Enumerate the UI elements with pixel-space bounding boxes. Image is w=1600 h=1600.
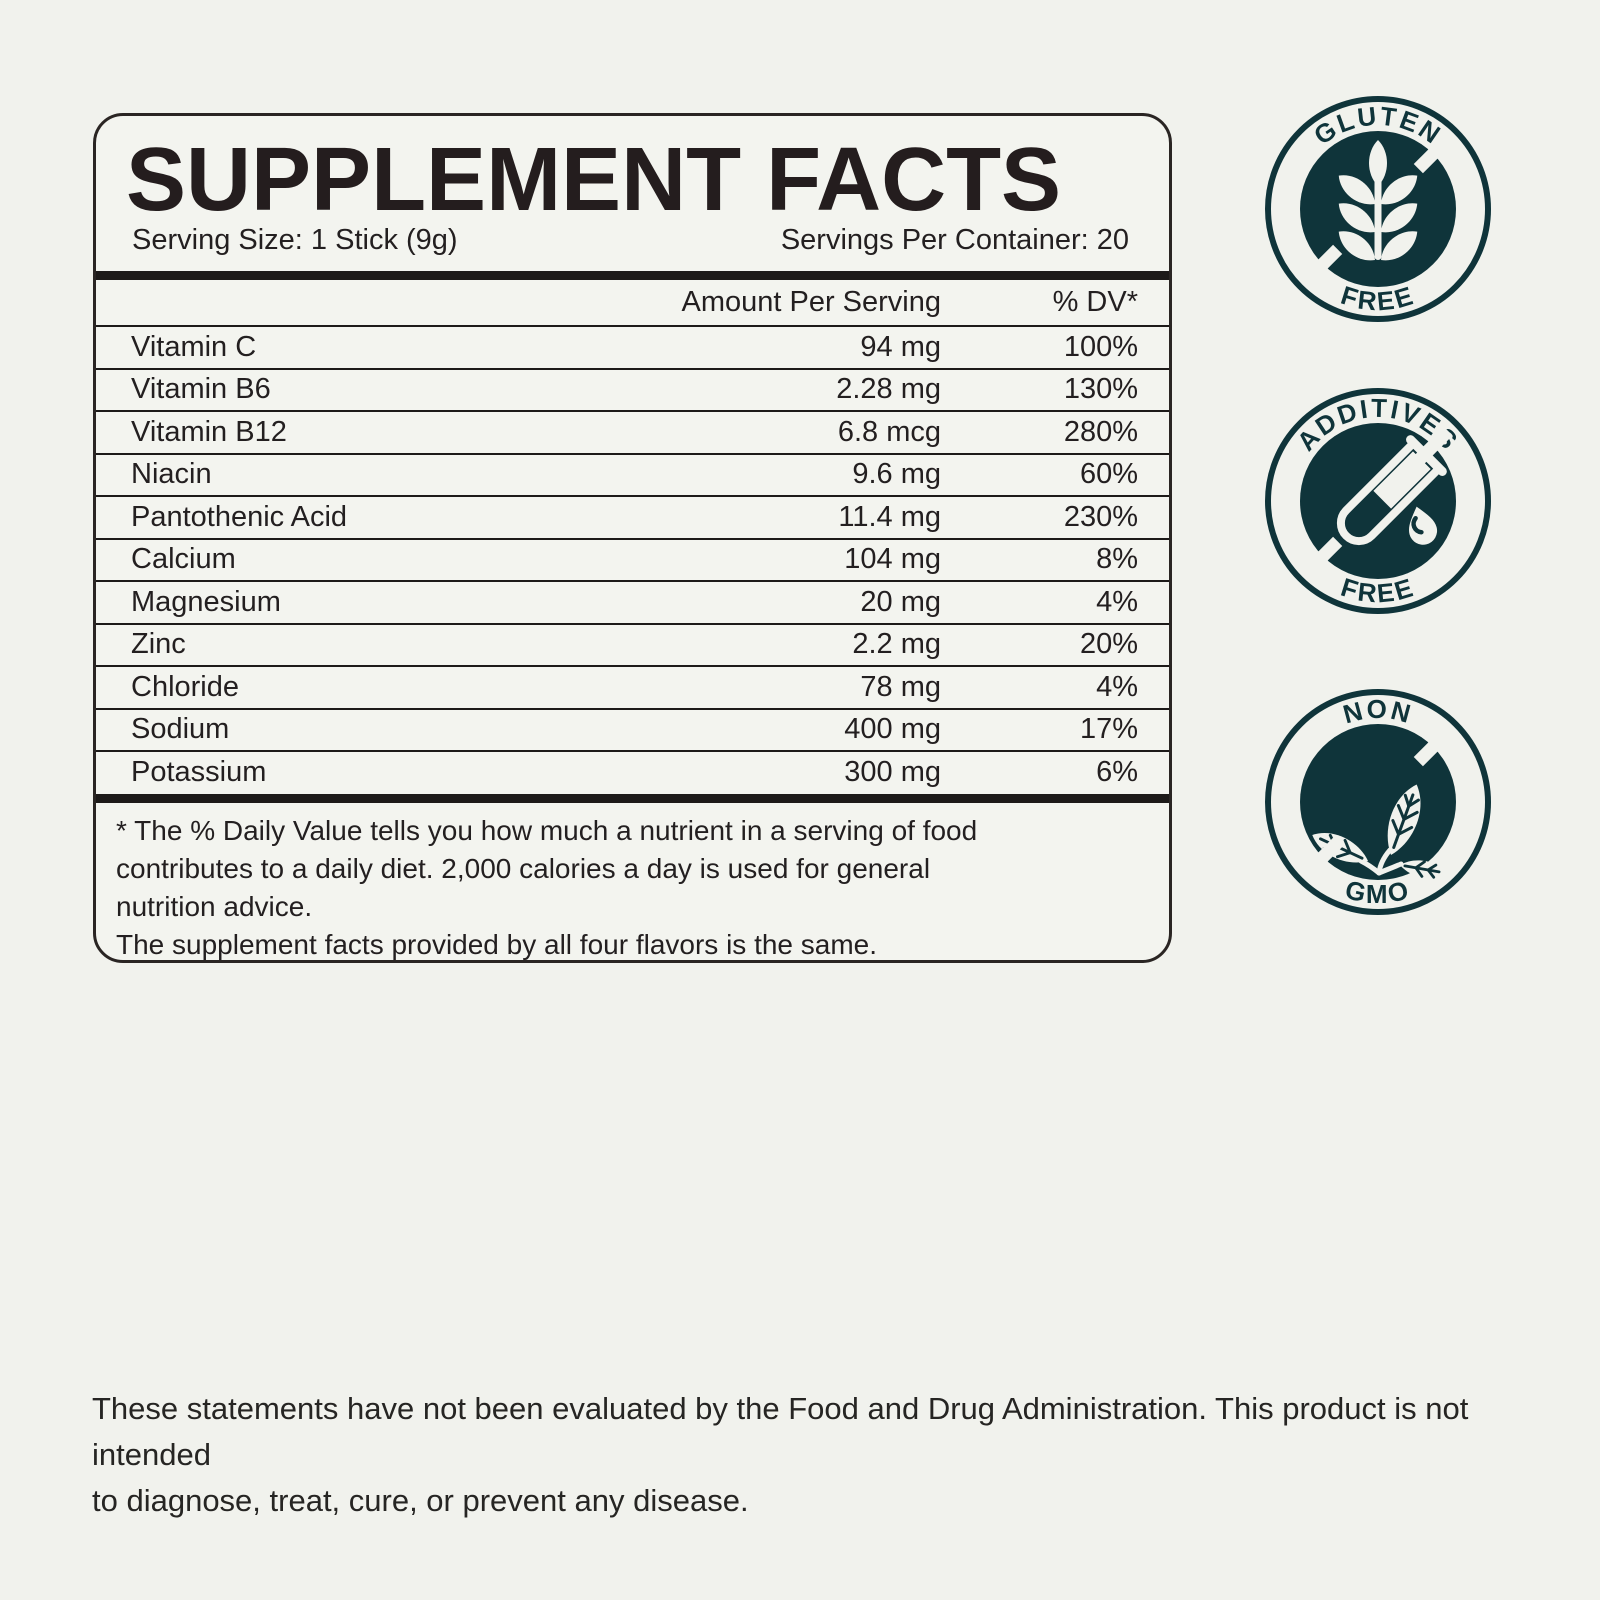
gluten-free-badge: GLUTEN FREE bbox=[1265, 96, 1491, 322]
test-tube-icon bbox=[1336, 435, 1447, 546]
nutrient-dv: 60% bbox=[1079, 458, 1138, 491]
nutrient-amount: 94 mg bbox=[860, 330, 941, 363]
page-title: SUPPLEMENT FACTS bbox=[126, 130, 1062, 230]
table-row: Vitamin C 94 mg 100% bbox=[96, 325, 1169, 368]
nutrient-dv: 230% bbox=[1063, 500, 1138, 533]
daily-value-header: % DV* bbox=[1052, 286, 1138, 318]
thick-divider-bottom bbox=[96, 794, 1169, 803]
nutrient-name: Magnesium bbox=[131, 585, 281, 618]
badge-outer-ring bbox=[1265, 96, 1491, 322]
table-row: Chloride 78 mg 4% bbox=[96, 665, 1169, 708]
table-header-row: Amount Per Serving % DV* bbox=[96, 280, 1169, 325]
serving-info-row: Serving Size: 1 Stick (9g) Servings Per … bbox=[96, 220, 1169, 260]
fda-disclaimer: These statements have not been evaluated… bbox=[92, 1386, 1512, 1524]
nutrient-amount: 6.8 mcg bbox=[837, 415, 941, 448]
table-row: Zinc 2.2 mg 20% bbox=[96, 622, 1169, 666]
table-row: Calcium 104 mg 8% bbox=[96, 537, 1169, 581]
nutrient-name: Potassium bbox=[131, 755, 267, 788]
nutrient-name: Sodium bbox=[131, 713, 230, 746]
servings-per-container-label: Servings Per Container: 20 bbox=[780, 224, 1129, 256]
nutrient-dv: 8% bbox=[1096, 543, 1138, 576]
nutrient-dv: 130% bbox=[1063, 373, 1138, 406]
table-row: Pantothenic Acid 11.4 mg 230% bbox=[96, 495, 1169, 538]
table-row: Sodium 400 mg 17% bbox=[96, 707, 1169, 751]
nutrient-amount: 104 mg bbox=[844, 543, 941, 576]
nutrient-amount: 78 mg bbox=[860, 670, 941, 703]
table-row: Potassium 300 mg 6% bbox=[96, 750, 1169, 793]
serving-size-label: Serving Size: 1 Stick (9g) bbox=[132, 224, 458, 256]
footnote-line: The supplement facts provided by all fou… bbox=[116, 929, 878, 960]
nutrient-name: Niacin bbox=[131, 458, 212, 491]
thick-divider-top bbox=[96, 271, 1169, 280]
disclaimer-line: These statements have not been evaluated… bbox=[92, 1391, 1469, 1472]
nutrient-amount: 2.28 mg bbox=[836, 373, 941, 406]
amount-per-serving-header: Amount Per Serving bbox=[681, 286, 941, 318]
nutrient-name: Vitamin C bbox=[131, 330, 257, 363]
badge-outer-ring bbox=[1265, 388, 1491, 614]
nutrient-dv: 100% bbox=[1063, 330, 1138, 363]
badge-top-label: NON bbox=[1340, 694, 1414, 729]
nutrient-dv: 20% bbox=[1079, 628, 1138, 661]
table-row: Vitamin B6 2.28 mg 130% bbox=[96, 367, 1169, 411]
nutrient-amount: 300 mg bbox=[844, 755, 941, 788]
table-row: Niacin 9.6 mg 60% bbox=[96, 452, 1169, 496]
wheat-icon bbox=[1338, 140, 1418, 261]
nutrient-amount: 11.4 mg bbox=[838, 500, 941, 533]
svg-text:GMO: GMO bbox=[1342, 874, 1413, 909]
slash-marks bbox=[1303, 426, 1453, 576]
nutrient-name: Vitamin B6 bbox=[131, 373, 271, 406]
non-gmo-badge: NON GMO bbox=[1265, 689, 1491, 915]
nutrient-name: Pantothenic Acid bbox=[131, 500, 348, 533]
nutrient-name: Calcium bbox=[131, 543, 236, 576]
nutrient-name: Zinc bbox=[131, 628, 186, 661]
additives-free-badge: ADDITIVES FREE bbox=[1265, 388, 1491, 614]
badge-bottom-label: GMO bbox=[1342, 874, 1411, 909]
nutrient-dv: 280% bbox=[1063, 415, 1138, 448]
slash-marks bbox=[1303, 727, 1453, 877]
disclaimer-line: to diagnose, treat, cure, or prevent any… bbox=[92, 1483, 749, 1518]
footnote: * The % Daily Value tells you how much a… bbox=[96, 810, 1169, 960]
slash-marks bbox=[1303, 134, 1453, 284]
table-row: Vitamin B12 6.8 mcg 280% bbox=[96, 410, 1169, 453]
nutrient-amount: 9.6 mg bbox=[852, 458, 941, 491]
badge-outer-ring bbox=[1265, 689, 1491, 915]
supplement-facts-panel: SUPPLEMENT FACTS Serving Size: 1 Stick (… bbox=[93, 113, 1172, 963]
nutrient-name: Chloride bbox=[131, 670, 239, 703]
nutrient-amount: 2.2 mg bbox=[852, 628, 941, 661]
nutrient-dv: 6% bbox=[1096, 755, 1138, 788]
nutrient-dv: 17% bbox=[1079, 713, 1138, 746]
footnote-line: contributes to a daily diet. 2,000 calor… bbox=[116, 853, 931, 884]
nutrient-amount: 20 mg bbox=[860, 585, 941, 618]
table-row: Magnesium 20 mg 4% bbox=[96, 580, 1169, 623]
footnote-line: nutrition advice. bbox=[116, 891, 313, 922]
nutrient-table: Vitamin C 94 mg 100% Vitamin B6 2.28 mg … bbox=[96, 325, 1169, 793]
footnote-line: * The % Daily Value tells you how much a… bbox=[116, 815, 978, 846]
nutrient-dv: 4% bbox=[1096, 670, 1138, 703]
nutrient-amount: 400 mg bbox=[844, 713, 941, 746]
svg-text:NON: NON bbox=[1340, 694, 1416, 729]
nutrient-name: Vitamin B12 bbox=[131, 415, 287, 448]
nutrient-dv: 4% bbox=[1096, 585, 1138, 618]
